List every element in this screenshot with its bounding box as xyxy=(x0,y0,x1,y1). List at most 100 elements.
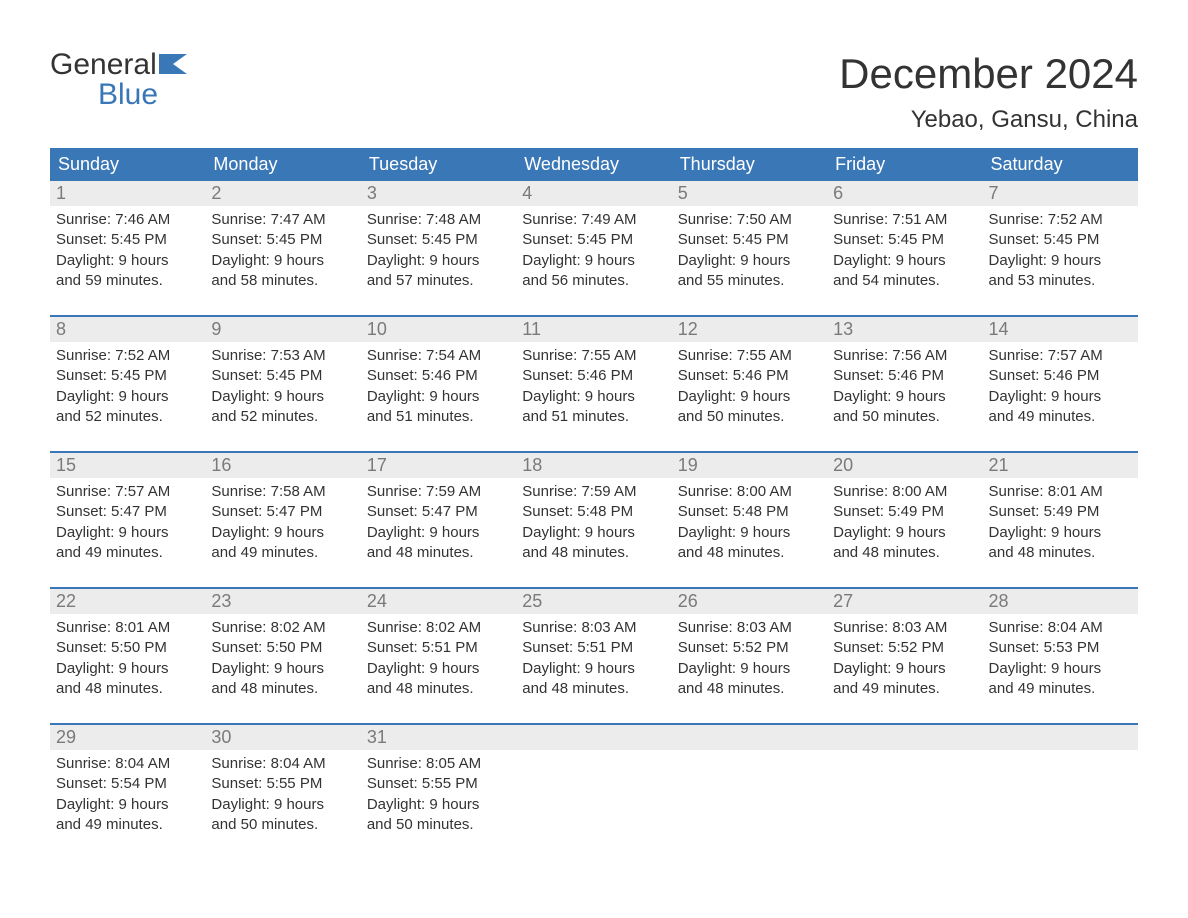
sunrise-line: Sunrise: 7:53 AM xyxy=(211,346,354,366)
day-number-row: 24 xyxy=(361,589,516,614)
day-number-row: 31 xyxy=(361,725,516,750)
sunset-line: Sunset: 5:51 PM xyxy=(367,638,510,658)
calendar-cell: 16 Sunrise: 7:58 AMSunset: 5:47 PMDayligh… xyxy=(205,453,360,573)
daylight-line1: Daylight: 9 hours xyxy=(56,387,199,407)
day-number-row: 9 xyxy=(205,317,360,342)
daylight-line2: and 59 minutes. xyxy=(56,271,199,291)
sunset-line: Sunset: 5:45 PM xyxy=(522,230,665,250)
calendar-cell: 11Sunrise: 7:55 AMSunset: 5:46 PMDayligh… xyxy=(516,317,671,437)
sunset-line: Sunset: 5:45 PM xyxy=(56,366,199,386)
calendar-cell: 27Sunrise: 8:03 AMSunset: 5:52 PMDayligh… xyxy=(827,589,982,709)
calendar-cell: 2Sunrise: 7:47 AMSunset: 5:45 PMDaylight… xyxy=(205,181,360,301)
calendar-week: 29Sunrise: 8:04 AMSunset: 5:54 PMDayligh… xyxy=(50,723,1138,845)
daylight-line1: Daylight: 9 hours xyxy=(678,523,821,543)
day-header-tue: Tuesday xyxy=(361,148,516,181)
daylight-line1: Daylight: 9 hours xyxy=(522,659,665,679)
day-number-row xyxy=(516,725,671,750)
sunset-line: Sunset: 5:53 PM xyxy=(989,638,1132,658)
cell-body: Sunrise: 8:04 AMSunset: 5:55 PMDaylight:… xyxy=(205,750,360,843)
sunset-line: Sunset: 5:46 PM xyxy=(522,366,665,386)
day-number-row: 14 xyxy=(983,317,1138,342)
day-number: 11 xyxy=(522,319,541,339)
daylight-line2: and 49 minutes. xyxy=(989,679,1132,699)
sunrise-line: Sunrise: 7:54 AM xyxy=(367,346,510,366)
day-number-row: 30 xyxy=(205,725,360,750)
daylight-line2: and 48 minutes. xyxy=(678,543,821,563)
calendar-day-header: Sunday Monday Tuesday Wednesday Thursday… xyxy=(50,148,1138,181)
day-number: 2 xyxy=(211,183,221,203)
cell-body: Sunrise: 7:58 AMSunset: 5:47 PMDaylight:… xyxy=(205,478,360,571)
day-number: 31 xyxy=(367,727,387,747)
cell-body: Sunrise: 8:00 AMSunset: 5:49 PMDaylight:… xyxy=(827,478,982,571)
daylight-line2: and 54 minutes. xyxy=(833,271,976,291)
sunrise-line: Sunrise: 7:50 AM xyxy=(678,210,821,230)
sunset-line: Sunset: 5:55 PM xyxy=(367,774,510,794)
sunset-line: Sunset: 5:50 PM xyxy=(211,638,354,658)
calendar-cell xyxy=(827,725,982,845)
daylight-line2: and 49 minutes. xyxy=(211,543,354,563)
daylight-line1: Daylight: 9 hours xyxy=(211,795,354,815)
sunrise-line: Sunrise: 7:48 AM xyxy=(367,210,510,230)
calendar-week: 15Sunrise: 7:57 AMSunset: 5:47 PMDayligh… xyxy=(50,451,1138,573)
calendar-cell: 30Sunrise: 8:04 AMSunset: 5:55 PMDayligh… xyxy=(205,725,360,845)
day-number-row: 20 xyxy=(827,453,982,478)
day-number: 29 xyxy=(56,727,76,747)
sunrise-line: Sunrise: 8:04 AM xyxy=(56,754,199,774)
calendar: Sunday Monday Tuesday Wednesday Thursday… xyxy=(50,148,1138,845)
cell-body: Sunrise: 7:55 AMSunset: 5:46 PMDaylight:… xyxy=(672,342,827,435)
day-number: 9 xyxy=(211,319,221,339)
calendar-cell: 5Sunrise: 7:50 AMSunset: 5:45 PMDaylight… xyxy=(672,181,827,301)
daylight-line2: and 56 minutes. xyxy=(522,271,665,291)
daylight-line1: Daylight: 9 hours xyxy=(367,251,510,271)
daylight-line2: and 51 minutes. xyxy=(367,407,510,427)
daylight-line1: Daylight: 9 hours xyxy=(678,659,821,679)
sunrise-line: Sunrise: 7:51 AM xyxy=(833,210,976,230)
sunrise-line: Sunrise: 8:01 AM xyxy=(56,618,199,638)
day-number-row: 16 xyxy=(205,453,360,478)
daylight-line1: Daylight: 9 hours xyxy=(522,251,665,271)
daylight-line2: and 57 minutes. xyxy=(367,271,510,291)
day-number: 15 xyxy=(56,455,76,475)
calendar-cell: 23Sunrise: 8:02 AMSunset: 5:50 PMDayligh… xyxy=(205,589,360,709)
calendar-cell: 18Sunrise: 7:59 AMSunset: 5:48 PMDayligh… xyxy=(516,453,671,573)
daylight-line1: Daylight: 9 hours xyxy=(367,795,510,815)
daylight-line1: Daylight: 9 hours xyxy=(833,659,976,679)
day-number: 22 xyxy=(56,591,76,611)
daylight-line1: Daylight: 9 hours xyxy=(522,523,665,543)
daylight-line1: Daylight: 9 hours xyxy=(56,251,199,271)
sunrise-line: Sunrise: 7:52 AM xyxy=(989,210,1132,230)
sunset-line: Sunset: 5:45 PM xyxy=(833,230,976,250)
daylight-line1: Daylight: 9 hours xyxy=(367,387,510,407)
day-number: 24 xyxy=(367,591,387,611)
cell-body: Sunrise: 8:05 AMSunset: 5:55 PMDaylight:… xyxy=(361,750,516,843)
sunrise-line: Sunrise: 8:02 AM xyxy=(367,618,510,638)
cell-body: Sunrise: 8:03 AMSunset: 5:51 PMDaylight:… xyxy=(516,614,671,707)
cell-body: Sunrise: 8:02 AMSunset: 5:50 PMDaylight:… xyxy=(205,614,360,707)
day-header-sun: Sunday xyxy=(50,148,205,181)
sunset-line: Sunset: 5:51 PM xyxy=(522,638,665,658)
day-number: 20 xyxy=(833,455,853,475)
calendar-cell: 25 Sunrise: 8:03 AMSunset: 5:51 PMDayligh… xyxy=(516,589,671,709)
sunset-line: Sunset: 5:45 PM xyxy=(367,230,510,250)
daylight-line1: Daylight: 9 hours xyxy=(522,387,665,407)
daylight-line1: Daylight: 9 hours xyxy=(833,523,976,543)
day-number: 16 xyxy=(211,455,231,475)
sunrise-line: Sunrise: 7:59 AM xyxy=(522,482,665,502)
calendar-cell: 21Sunrise: 8:01 AMSunset: 5:49 PMDayligh… xyxy=(983,453,1138,573)
sunset-line: Sunset: 5:48 PM xyxy=(678,502,821,522)
cell-body: Sunrise: 8:03 AMSunset: 5:52 PMDaylight:… xyxy=(672,614,827,707)
sunset-line: Sunset: 5:48 PM xyxy=(522,502,665,522)
day-number: 26 xyxy=(678,591,698,611)
calendar-cell: 12Sunrise: 7:55 AMSunset: 5:46 PMDayligh… xyxy=(672,317,827,437)
day-number: 7 xyxy=(989,183,999,203)
cell-body: Sunrise: 7:46 AMSunset: 5:45 PMDaylight:… xyxy=(50,206,205,299)
sunrise-line: Sunrise: 7:52 AM xyxy=(56,346,199,366)
day-header-mon: Monday xyxy=(205,148,360,181)
sunset-line: Sunset: 5:47 PM xyxy=(367,502,510,522)
cell-body xyxy=(827,750,982,762)
day-number: 25 xyxy=(522,591,542,611)
cell-body: Sunrise: 7:57 AMSunset: 5:46 PMDaylight:… xyxy=(983,342,1138,435)
cell-body: Sunrise: 8:01 AMSunset: 5:50 PMDaylight:… xyxy=(50,614,205,707)
cell-body xyxy=(516,750,671,762)
day-number-row: 11 xyxy=(516,317,671,342)
